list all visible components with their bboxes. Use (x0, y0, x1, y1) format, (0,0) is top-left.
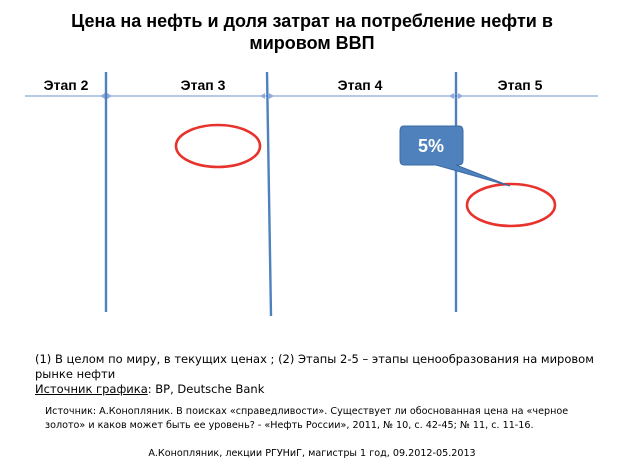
stage-label-4: Этап 4 (337, 77, 383, 93)
slide-footer: А.Конопляник, лекции РГУНиГ, магистры 1 … (148, 448, 476, 459)
axis-arrow-icon (449, 93, 454, 99)
stage-divider-3-4 (265, 71, 273, 317)
slide-title-line-1: Цена на нефть и доля затрат на потреблен… (71, 11, 553, 31)
footnote-text: (1) В целом по миру, в текущих ценах ; (… (35, 352, 594, 381)
chart-source-value: : BP, Deutsche Bank (147, 382, 265, 396)
citation-text: Источник: А.Конопляник. В поисках «справ… (45, 406, 569, 431)
highlight-ellipse-stage-3 (174, 123, 262, 169)
highlight-ellipse-stage-5 (465, 182, 557, 228)
axis-arrow-icon (269, 93, 274, 99)
stage-label-2: Этап 2 (43, 77, 89, 93)
slide-title-line-2: мировом ВВП (249, 33, 375, 53)
callout-label: 5% (418, 136, 444, 156)
axis-arrow-icon (260, 93, 265, 99)
footnote-block: (1) В целом по миру, в текущих ценах ; (… (35, 352, 610, 397)
stage-label-5: Этап 5 (497, 77, 543, 93)
axis-arrow-icon (107, 93, 112, 99)
chart-source: Источник графика: BP, Deutsche Bank (35, 382, 610, 397)
chart-source-label: Источник графика (35, 382, 148, 396)
slide-title: Цена на нефть и доля затрат на потреблен… (0, 10, 624, 54)
callout-bubble (399, 125, 511, 187)
stage-label-3: Этап 3 (180, 77, 226, 93)
axis-arrow-icon (100, 93, 105, 99)
axis-arrow-icon (458, 93, 463, 99)
